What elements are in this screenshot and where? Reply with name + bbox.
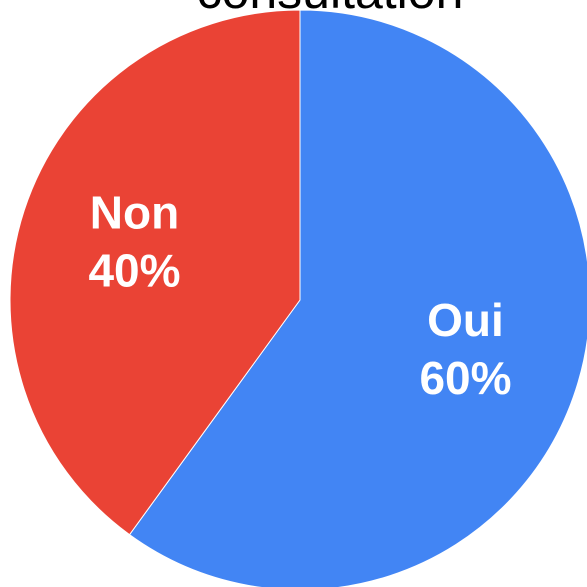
slice-label: Non [90,186,179,238]
slice-value-label: 40% [88,244,180,296]
slice-label: Oui [427,294,504,346]
pie-slice [9,9,301,536]
pie-slice [128,9,587,587]
slice-value-label: 60% [419,352,511,404]
